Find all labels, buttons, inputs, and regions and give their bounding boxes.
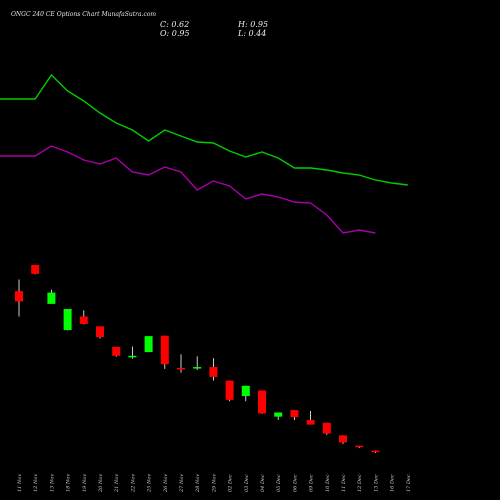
x-tick-label: 27 Nov [179, 474, 185, 493]
indicator-line-2 [0, 145, 376, 234]
x-tick-label: 06 Dec [292, 474, 298, 492]
x-tick-label: 22 Nov [130, 474, 136, 493]
candle-13-nov [47, 289, 56, 304]
x-tick-label: 16 Dec [390, 474, 396, 492]
candle-body [47, 292, 56, 304]
candle-body [355, 445, 364, 448]
candle-body [177, 367, 185, 370]
candle-12-nov [31, 265, 40, 275]
candle-body [63, 309, 72, 331]
candle-body [15, 291, 23, 302]
x-tick-label: 11 Nov [17, 474, 23, 492]
x-tick-label: 12 Nov [33, 474, 39, 492]
candle-body [31, 265, 40, 274]
chart-title: ONGC 240 CE Options Chart MunafaSutra.co… [11, 11, 157, 18]
x-tick-label: 02 Dec [228, 474, 234, 492]
candle-body [241, 385, 250, 397]
x-tick-label: 28 Nov [195, 474, 201, 493]
candle-body [371, 450, 380, 453]
candle-29-nov [209, 358, 218, 381]
x-tick-label: 29 Nov [211, 474, 217, 493]
indicator-lines [0, 73, 408, 234]
candle-body [193, 367, 202, 369]
candle-26-nov [160, 335, 169, 369]
candles [15, 265, 380, 453]
x-tick-label: 18 Nov [66, 474, 72, 492]
candle-body [144, 336, 153, 353]
candle-28-nov [193, 356, 202, 370]
open-value: O: 0.95 [160, 29, 190, 38]
candle-body [258, 390, 266, 414]
candle-27-nov [177, 354, 185, 373]
candle-body [339, 435, 347, 443]
candle-02-dec [225, 380, 234, 402]
x-tick-label: 20 Nov [98, 474, 104, 493]
candle-body [209, 367, 218, 377]
x-tick-label: 04 Dec [260, 474, 266, 492]
candle-03-dec [241, 385, 250, 402]
x-axis-ticks: 11 Nov 12 Nov 13 Nov 18 Nov 19 Nov 20 Nov 21 N… [17, 474, 412, 493]
x-tick-label: 09 Dec [309, 474, 315, 492]
candle-12-dec [355, 445, 364, 449]
candle-06-dec [290, 410, 299, 420]
candle-body [96, 326, 104, 338]
candle-10-dec [322, 422, 331, 435]
candle-body [112, 346, 121, 356]
candle-21-nov [112, 346, 121, 357]
candle-05-dec [274, 412, 283, 420]
candle-body [128, 355, 137, 358]
candle-19-nov [79, 310, 88, 325]
x-tick-label: 26 Nov [163, 474, 169, 493]
candle-body [274, 412, 283, 417]
candle-body [79, 316, 88, 324]
x-tick-label: 19 Nov [82, 474, 88, 492]
x-tick-label: 25 Nov [147, 474, 153, 493]
x-tick-label: 13 Dec [373, 474, 379, 492]
candle-body [225, 380, 234, 400]
candle-04-dec [258, 390, 266, 414]
x-tick-label: 17 Dec [406, 474, 412, 492]
x-tick-label: 21 Nov [114, 474, 120, 493]
x-tick-label: 12 Dec [357, 474, 363, 492]
candle-20-nov [96, 326, 104, 339]
indicator-line-1 [0, 73, 408, 186]
x-tick-label: 05 Dec [276, 474, 282, 492]
candle-18-nov [63, 309, 72, 331]
candle-body [290, 410, 299, 418]
x-tick-label: 03 Dec [244, 474, 250, 492]
x-tick-label: 11 Dec [341, 474, 347, 492]
candle-body [160, 335, 169, 365]
x-tick-label: 13 Nov [49, 474, 55, 492]
low-value: L: 0.44 [238, 29, 267, 38]
candle-09-dec [306, 411, 315, 425]
candle-22-nov [128, 346, 137, 359]
candle-body [306, 419, 315, 425]
close-value: C: 0.62 [160, 20, 190, 29]
candle-25-nov [144, 336, 153, 353]
x-tick-label: 10 Dec [325, 474, 331, 492]
candle-13-dec [371, 450, 380, 453]
candle-11-dec [339, 435, 347, 444]
candle-11-nov [15, 279, 23, 317]
high-value: H: 0.95 [238, 20, 269, 29]
candle-body [322, 422, 331, 434]
